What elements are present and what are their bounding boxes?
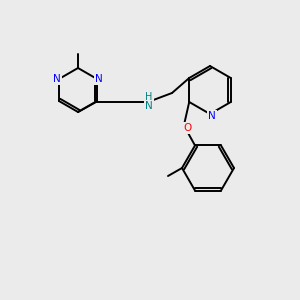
Text: N: N xyxy=(53,74,61,84)
Text: N: N xyxy=(95,74,103,84)
Text: O: O xyxy=(183,123,191,133)
Text: N: N xyxy=(208,111,216,121)
Text: N: N xyxy=(145,101,153,111)
Text: H: H xyxy=(145,92,153,102)
